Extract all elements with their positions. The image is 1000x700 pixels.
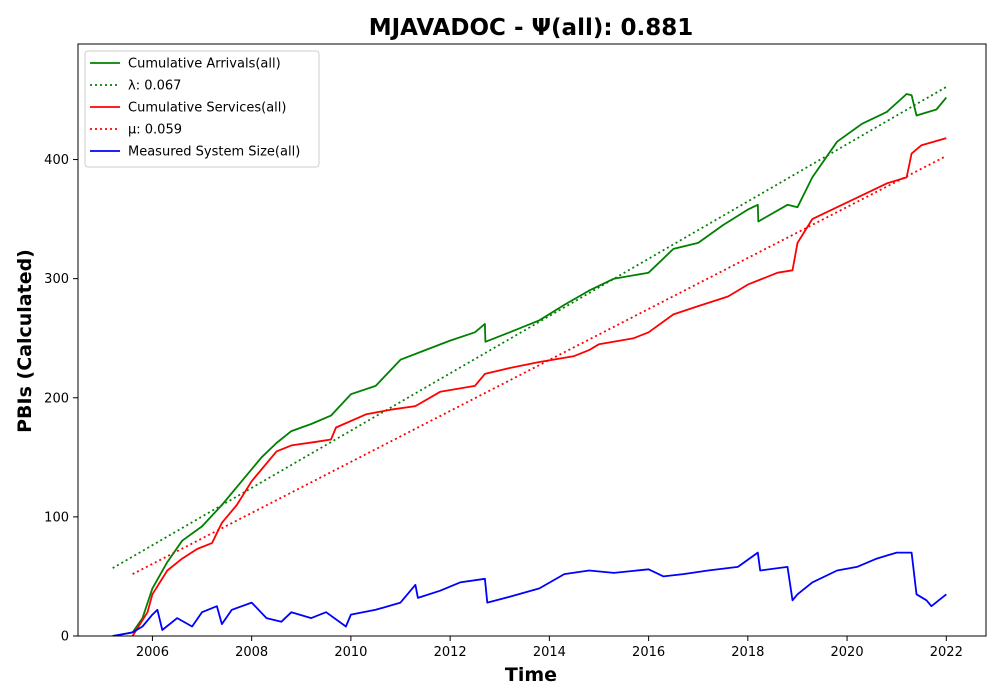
x-tick-label: 2008 [235, 645, 268, 660]
legend: Cumulative Arrivals(all) λ: 0.067 Cumulati… [84, 50, 320, 168]
series-line-3 [131, 137, 947, 636]
plot-area [112, 86, 947, 636]
y-tick-label: 0 [61, 630, 69, 645]
x-tick-label: 2020 [831, 645, 864, 660]
x-tick-label: 2012 [434, 645, 467, 660]
series-line-4 [132, 155, 947, 575]
chart-title: MJAVADOC - Ψ(all): 0.881 [369, 15, 694, 41]
series-line-2 [112, 86, 947, 569]
x-axis-label: Time [505, 664, 557, 686]
legend-label: Cumulative Arrivals(all) [128, 57, 281, 72]
y-tick-label: 300 [44, 272, 69, 287]
y-axis-label: PBIs (Calculated) [14, 249, 36, 433]
series-line-1 [112, 93, 947, 636]
series-line-5 [112, 551, 947, 636]
x-tick-label: 2006 [136, 645, 169, 660]
plot-frame [77, 43, 987, 637]
legend-box [84, 50, 320, 168]
x-tick-label: 2018 [731, 645, 764, 660]
legend-label: Measured System Size(all) [128, 145, 300, 160]
legend-label: μ: 0.059 [128, 123, 182, 138]
axes: 2006 2008 2010 2012 2014 2016 2018 2020 2022 0 100… [44, 43, 987, 660]
y-tick-label: 100 [44, 510, 69, 525]
x-tick-label: 2022 [930, 645, 963, 660]
series-group [112, 86, 947, 636]
legend-label: Cumulative Services(all) [128, 101, 286, 116]
y-tick-label: 400 [44, 153, 69, 168]
x-tick-label: 2010 [334, 645, 367, 660]
legend-label: λ: 0.067 [128, 79, 181, 94]
x-tick-label: 2014 [533, 645, 566, 660]
y-tick-label: 200 [44, 391, 69, 406]
x-tick-label: 2016 [632, 645, 665, 660]
